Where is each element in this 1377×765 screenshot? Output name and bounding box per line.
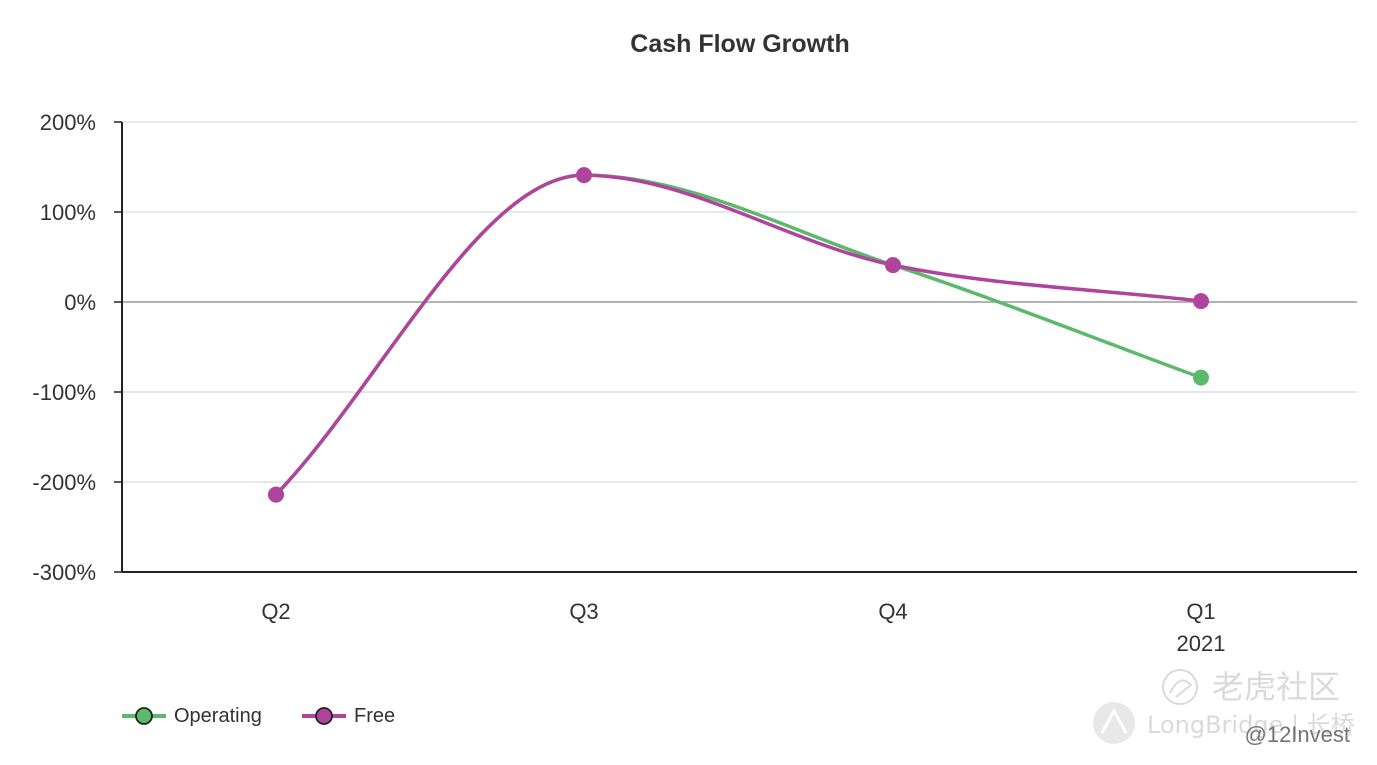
y-tick-label: -300% (32, 560, 96, 585)
longbridge-logo-icon (1093, 702, 1135, 744)
y-tick-label: 0% (64, 290, 96, 315)
legend-label: Free (354, 705, 395, 727)
data-point-free[interactable] (1193, 293, 1209, 310)
y-tick-label: -100% (32, 380, 96, 405)
watermark-brand-cn: 老虎社区 (1212, 668, 1340, 706)
y-tick-label: 100% (40, 200, 96, 225)
tiger-logo-icon (1162, 669, 1198, 705)
legend-marker (315, 707, 333, 725)
x-tick-label: Q2 (261, 599, 290, 624)
legend-marker (135, 707, 153, 725)
legend[interactable]: Operating Free (122, 705, 395, 727)
legend-item-operating[interactable]: Operating (122, 705, 262, 727)
x-tick-label: Q3 (569, 599, 598, 624)
x-tick-sublabel: 2021 (1177, 631, 1226, 656)
data-point-operating[interactable] (1193, 369, 1209, 386)
x-tick-label: Q1 (1186, 599, 1215, 624)
watermark: 老虎社区 LongBridge | 长桥 @12Invest (1093, 668, 1355, 747)
watermark-handle: @12Invest (1245, 722, 1351, 747)
series-line-operating (274, 173, 1203, 497)
series-line-free (274, 173, 1203, 497)
x-tick-label: Q4 (878, 599, 907, 624)
legend-item-free[interactable]: Free (302, 705, 395, 727)
data-point-free[interactable] (576, 167, 592, 184)
series-group (268, 167, 1209, 503)
x-tick-labels: Q2 Q3 Q4 Q1 2021 (261, 599, 1225, 656)
data-point-free[interactable] (885, 257, 901, 274)
y-tick-label: -200% (32, 470, 96, 495)
chart-title: Cash Flow Growth (630, 30, 849, 58)
data-point-free[interactable] (268, 486, 284, 503)
watermark-brand-en: LongBridge | 长桥 (1147, 711, 1355, 739)
legend-label: Operating (174, 705, 262, 727)
grid-lines (114, 121, 1357, 573)
y-tick-label: 200% (40, 110, 96, 135)
axes (121, 122, 1357, 573)
y-tick-labels: 200% 100% 0% -100% -200% -300% (32, 110, 96, 585)
